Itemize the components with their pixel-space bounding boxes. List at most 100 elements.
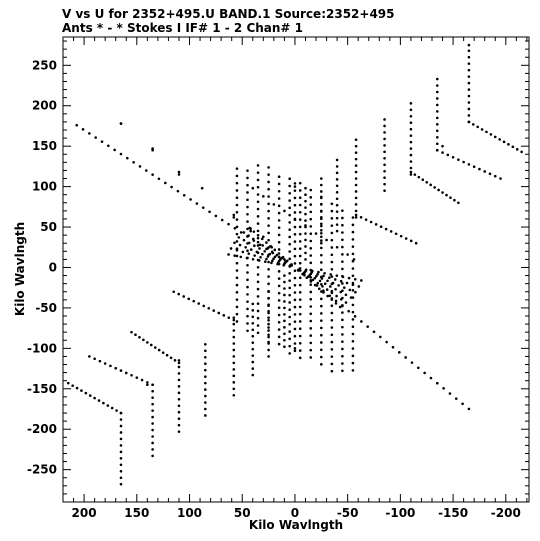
uv-point: [409, 166, 413, 170]
uv-point: [256, 324, 260, 327]
uv-point: [227, 253, 230, 256]
uv-point: [354, 177, 358, 180]
uv-point: [204, 407, 207, 411]
uv-point: [267, 173, 270, 176]
uv-point: [237, 236, 241, 239]
uv-point: [277, 204, 281, 208]
uv-point: [321, 285, 324, 288]
uv-point: [383, 176, 386, 180]
uv-point: [467, 55, 471, 59]
uv-point: [357, 285, 361, 288]
uv-point: [267, 195, 270, 198]
uv-point: [298, 327, 302, 331]
uv-point: [261, 244, 265, 247]
uv-point: [204, 381, 207, 385]
uv-point: [267, 187, 270, 191]
uv-point: [298, 247, 302, 250]
uv-point: [384, 227, 388, 231]
uv-point: [351, 238, 355, 241]
uv-point: [341, 369, 344, 373]
uv-point: [247, 241, 251, 245]
uv-point: [351, 310, 355, 314]
uv-point: [364, 218, 368, 221]
uv-point: [169, 356, 173, 360]
uv-point: [235, 181, 239, 185]
uv-point: [235, 261, 239, 265]
uv-point: [75, 386, 79, 390]
y-tick-label: 200: [32, 99, 57, 113]
uv-point: [249, 229, 252, 233]
uv-point: [351, 252, 355, 256]
uv-point: [383, 169, 386, 173]
uv-point: [374, 223, 378, 226]
uv-point: [330, 231, 334, 235]
uv-point: [119, 431, 123, 434]
uv-point: [267, 309, 270, 313]
uv-point: [309, 261, 313, 265]
uv-point: [235, 320, 239, 323]
uv-point: [478, 167, 481, 171]
uv-point: [288, 279, 291, 282]
uv-point: [80, 389, 83, 392]
y-axis-label: Kilo Wavlngth: [13, 222, 27, 316]
uv-point: [267, 231, 270, 235]
uv-point: [256, 287, 260, 291]
uv-point: [283, 326, 286, 329]
uv-point: [293, 347, 297, 350]
uv-point: [288, 228, 291, 231]
uv-point: [277, 240, 281, 244]
uv-point: [409, 153, 413, 157]
uv-point: [283, 300, 286, 303]
uv-point: [267, 304, 270, 307]
uv-point: [467, 120, 471, 124]
uv-point: [329, 273, 332, 276]
uv-point: [93, 357, 96, 361]
uv-point: [232, 329, 236, 332]
uv-point: [258, 243, 262, 247]
uv-point: [435, 84, 439, 87]
uv-point: [354, 144, 358, 148]
uv-point: [88, 132, 91, 135]
uv-point: [467, 75, 471, 78]
uv-point: [256, 280, 260, 284]
uv-point: [457, 201, 460, 205]
uv-point: [409, 127, 413, 131]
uv-point: [233, 254, 236, 257]
uv-point: [472, 165, 476, 169]
uv-point: [267, 316, 270, 319]
uv-point: [256, 273, 260, 276]
uv-point: [151, 435, 154, 438]
uv-point: [277, 197, 281, 200]
uv-point: [348, 288, 352, 292]
uv-point: [288, 344, 291, 348]
uv-point: [502, 140, 506, 144]
uv-point: [246, 314, 249, 318]
uv-point: [298, 254, 302, 258]
uv-point: [320, 217, 323, 221]
uv-point: [288, 199, 291, 202]
uv-point: [124, 371, 128, 375]
uv-point: [232, 348, 236, 352]
uv-point: [246, 249, 249, 252]
uv-point: [435, 97, 439, 100]
uv-point: [309, 254, 313, 257]
uv-point: [391, 345, 395, 349]
uv-point: [354, 196, 358, 200]
uv-point: [84, 391, 88, 395]
uv-point: [467, 107, 471, 111]
uv-point: [204, 394, 207, 398]
uv-point: [330, 333, 334, 337]
uv-point: [414, 241, 418, 245]
uv-point: [100, 140, 104, 143]
uv-point: [235, 305, 239, 309]
uv-point: [467, 62, 471, 65]
uv-point: [246, 285, 249, 289]
uv-point: [435, 123, 439, 126]
uv-point: [409, 147, 413, 150]
uv-point: [326, 294, 329, 298]
uv-point: [383, 144, 386, 147]
uv-point: [435, 77, 439, 81]
y-tick-label: 250: [32, 58, 57, 72]
uv-point: [246, 293, 249, 296]
